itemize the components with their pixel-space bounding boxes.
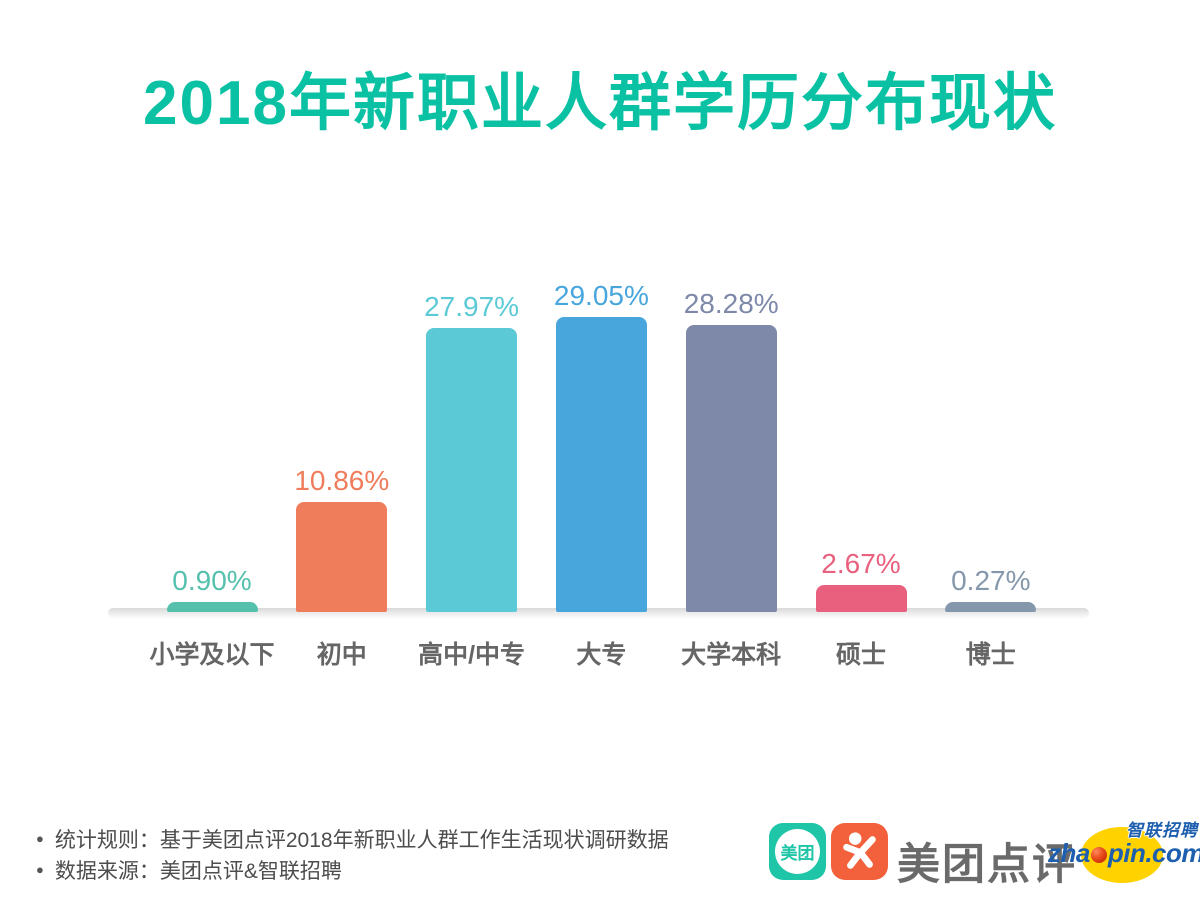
bar-value-label: 29.05% [553,280,649,311]
bar [945,602,1037,612]
note-line: ● 数据来源：美团点评&智联招聘 [36,854,669,885]
note-text: 数据来源：美团点评&智联招聘 [54,859,342,883]
red-ball-icon [1090,847,1107,863]
bar-category-label: 初中 [316,641,367,669]
zhaopin-url-text: zha pin.com [1048,838,1200,869]
bar-category-label: 大学本科 [681,641,782,669]
bullet-icon: ● [36,831,44,846]
bar [166,602,258,612]
bar [815,585,907,612]
zhaopin-cn-text: 智联招聘 [1126,821,1198,840]
bar [555,317,647,612]
bar-value-label: 0.90% [172,565,252,596]
bar-category-label: 博士 [965,641,1016,669]
note-line: ● 统计规则：基于美团点评2018年新职业人群工作生活现状调研数据 [36,823,669,854]
bullet-icon: ● [36,862,44,877]
page-title: 2018年新职业人群学历分布现状 [143,69,1057,138]
dianping-figure-icon [842,831,876,869]
bar-value-label: 27.97% [424,291,520,322]
bar-category-label: 大专 [576,641,627,669]
bar [426,328,518,612]
zhaopin-logo: 智联招聘 zha pin.com [1048,814,1200,886]
bar-category-label: 小学及以下 [149,641,275,669]
bar-value-label: 10.86% [294,465,390,496]
note-text: 统计规则：基于美团点评2018年新职业人群工作生活现状调研数据 [54,828,669,852]
bar-value-label: 28.28% [683,288,779,319]
x-axis-baseline [108,608,1089,618]
footer-notes: ● 统计规则：基于美团点评2018年新职业人群工作生活现状调研数据 ● 数据来源… [36,823,669,885]
bar-category-label: 高中/中专 [418,641,526,669]
zhaopin-url-prefix: zha [1048,838,1090,868]
bar-category-label: 硕士 [835,641,886,669]
bar-value-label: 0.27% [951,565,1031,596]
bar-value-label: 2.67% [821,548,901,579]
bar [296,502,388,612]
bar-chart: 0.90% 小学及以下 10.86% 初中 27.97% 高中/中专 29.05% 大专 28.… [105,240,1095,670]
meituan-app-icon: 美团 [769,823,826,880]
brand-wordmark: 美团点评 [897,841,1077,889]
zhaopin-url-suffix: pin.com [1107,838,1200,868]
bar [685,325,777,612]
meituan-logo-text: 美团 [775,829,820,874]
dianping-app-icon [831,823,888,880]
